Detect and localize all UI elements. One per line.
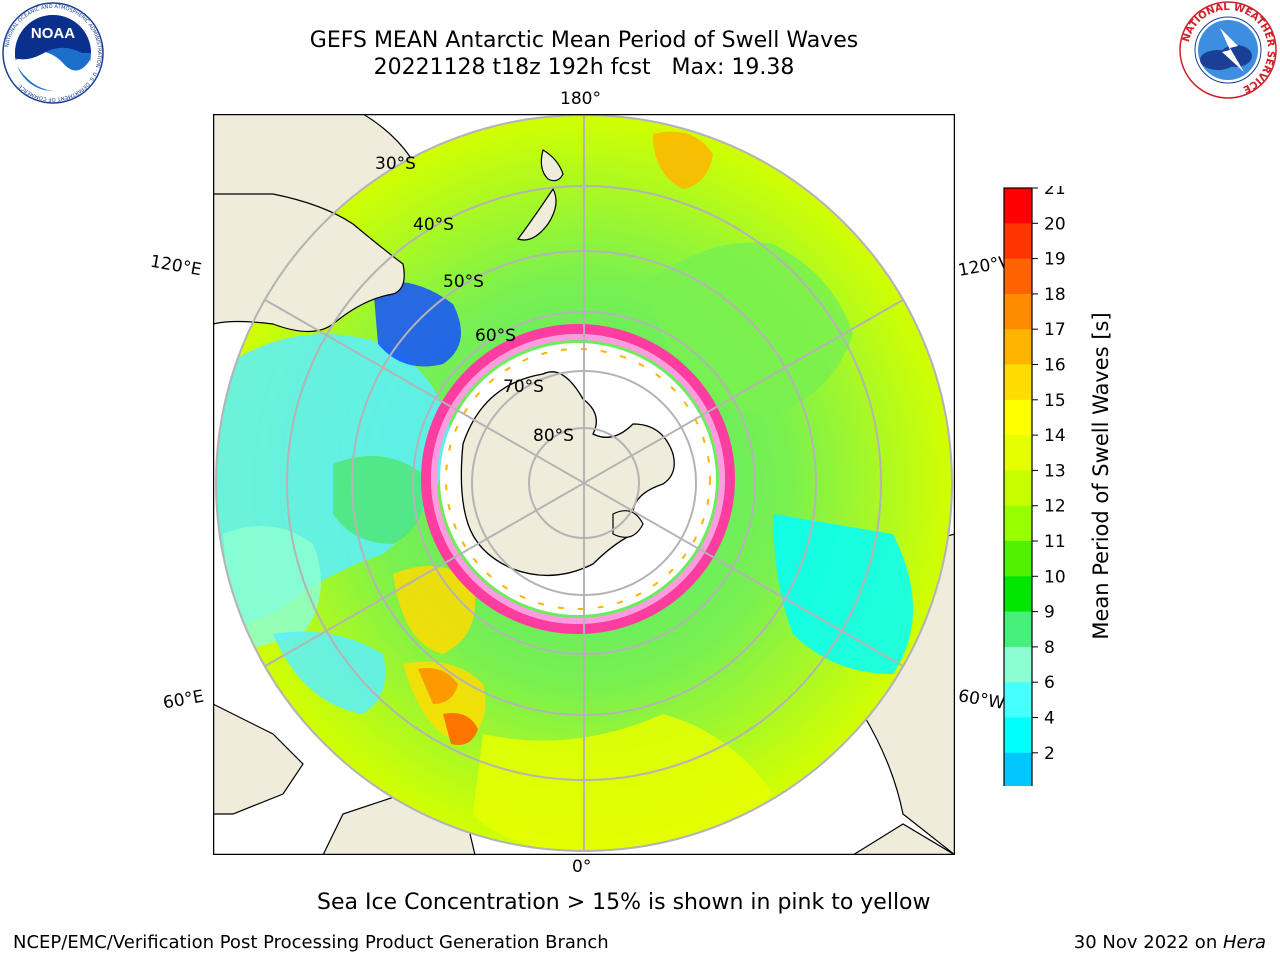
colorbar-swatch <box>1004 541 1032 577</box>
colorbar-tick-label: 19 <box>1044 250 1066 270</box>
colorbar-swatch <box>1004 223 1032 260</box>
lon-label-180: 180° <box>560 89 601 109</box>
colorbar-swatch <box>1004 399 1032 436</box>
lon-label-60w: 60°W <box>956 686 1007 714</box>
colorbar-tick-label: 11 <box>1044 532 1066 552</box>
colorbar-swatch <box>1004 576 1032 613</box>
colorbar-swatch <box>1004 293 1032 330</box>
colorbar-tick-label: 21 <box>1044 186 1066 199</box>
lat-label-50s: 50°S <box>443 272 484 292</box>
lon-label-120e: 120°E <box>148 251 204 281</box>
colorbar: 21 20 19 18 17 16 15 14 13 12 11 10 9 8 6 4 2 Mean Perio… <box>1003 186 1113 786</box>
colorbar-tick-label: 8 <box>1044 638 1055 658</box>
lat-label-80s: 80°S <box>533 426 574 446</box>
chart-title: GEFS MEAN Antarctic Mean Period of Swell… <box>309 28 859 53</box>
colorbar-swatch <box>1004 717 1032 754</box>
lon-label-0: 0° <box>572 857 592 877</box>
colorbar-tick-label: 12 <box>1044 497 1066 517</box>
colorbar-label: Mean Period of Swell Waves [s] <box>1089 312 1113 639</box>
colorbar-tick-label: 4 <box>1044 709 1055 729</box>
polar-map: 30°S 40°S 50°S 60°S 70°S 80°S <box>213 114 955 855</box>
colorbar-tick-label: 20 <box>1044 214 1066 234</box>
colorbar-swatches <box>1003 187 1033 786</box>
lat-label-70s: 70°S <box>503 377 544 397</box>
colorbar-swatch <box>1004 329 1032 365</box>
swell-patches <box>216 131 913 851</box>
graticule <box>216 115 952 851</box>
colorbar-swatch <box>1004 505 1032 542</box>
lat-label-30s: 30°S <box>375 154 416 174</box>
colorbar-tick-label: 6 <box>1044 673 1055 693</box>
footer-credit: NCEP/EMC/Verification Post Processing Pr… <box>13 932 609 953</box>
colorbar-swatch <box>1004 258 1032 295</box>
colorbar-ticks: 21 20 19 18 17 16 15 14 13 12 11 10 9 8 6 4 2 <box>1032 186 1066 764</box>
colorbar-tick-label: 15 <box>1044 391 1066 411</box>
colorbar-swatch <box>1004 646 1032 683</box>
colorbar-tick-label: 14 <box>1044 426 1066 446</box>
colorbar-tick-label: 10 <box>1044 567 1066 587</box>
colorbar-swatch <box>1004 435 1032 471</box>
colorbar-swatch <box>1004 611 1032 648</box>
colorbar-tick-label: 18 <box>1044 285 1066 305</box>
colorbar-tick-label: 2 <box>1044 744 1055 764</box>
colorbar-tick-label: 9 <box>1044 603 1055 623</box>
colorbar-tick-label: 17 <box>1044 320 1066 340</box>
colorbar-tick-label: 13 <box>1044 461 1066 481</box>
lat-label-40s: 40°S <box>413 215 454 235</box>
lat-label-60s: 60°S <box>475 326 516 346</box>
nws-logo-icon: NATIONAL WEATHER SERVICE <box>1179 1 1277 99</box>
colorbar-swatch <box>1004 752 1032 786</box>
australia <box>213 193 405 333</box>
colorbar-swatch <box>1004 188 1032 224</box>
sea-ice-caption: Sea Ice Concentration > 15% is shown in … <box>317 890 931 915</box>
colorbar-swatch <box>1004 364 1032 401</box>
noaa-logo-icon: NOAA NATIONAL OCEANIC AND ATMOSPHERIC AD… <box>2 2 104 104</box>
colorbar-swatch <box>1004 470 1032 507</box>
footer-machine: Hera <box>1222 932 1266 953</box>
new-zealand <box>517 149 564 241</box>
lon-label-60e: 60°E <box>161 686 206 714</box>
footer-date: 30 Nov 2022 on Hera <box>1074 932 1266 953</box>
colorbar-swatch <box>1004 682 1032 718</box>
chart-subtitle: 20221128 t18z 192h fcst Max: 19.38 <box>373 55 795 80</box>
noaa-logo-text: NOAA <box>31 25 75 42</box>
footer-date-text: 30 Nov 2022 on <box>1073 932 1223 953</box>
colorbar-tick-label: 16 <box>1044 356 1066 376</box>
